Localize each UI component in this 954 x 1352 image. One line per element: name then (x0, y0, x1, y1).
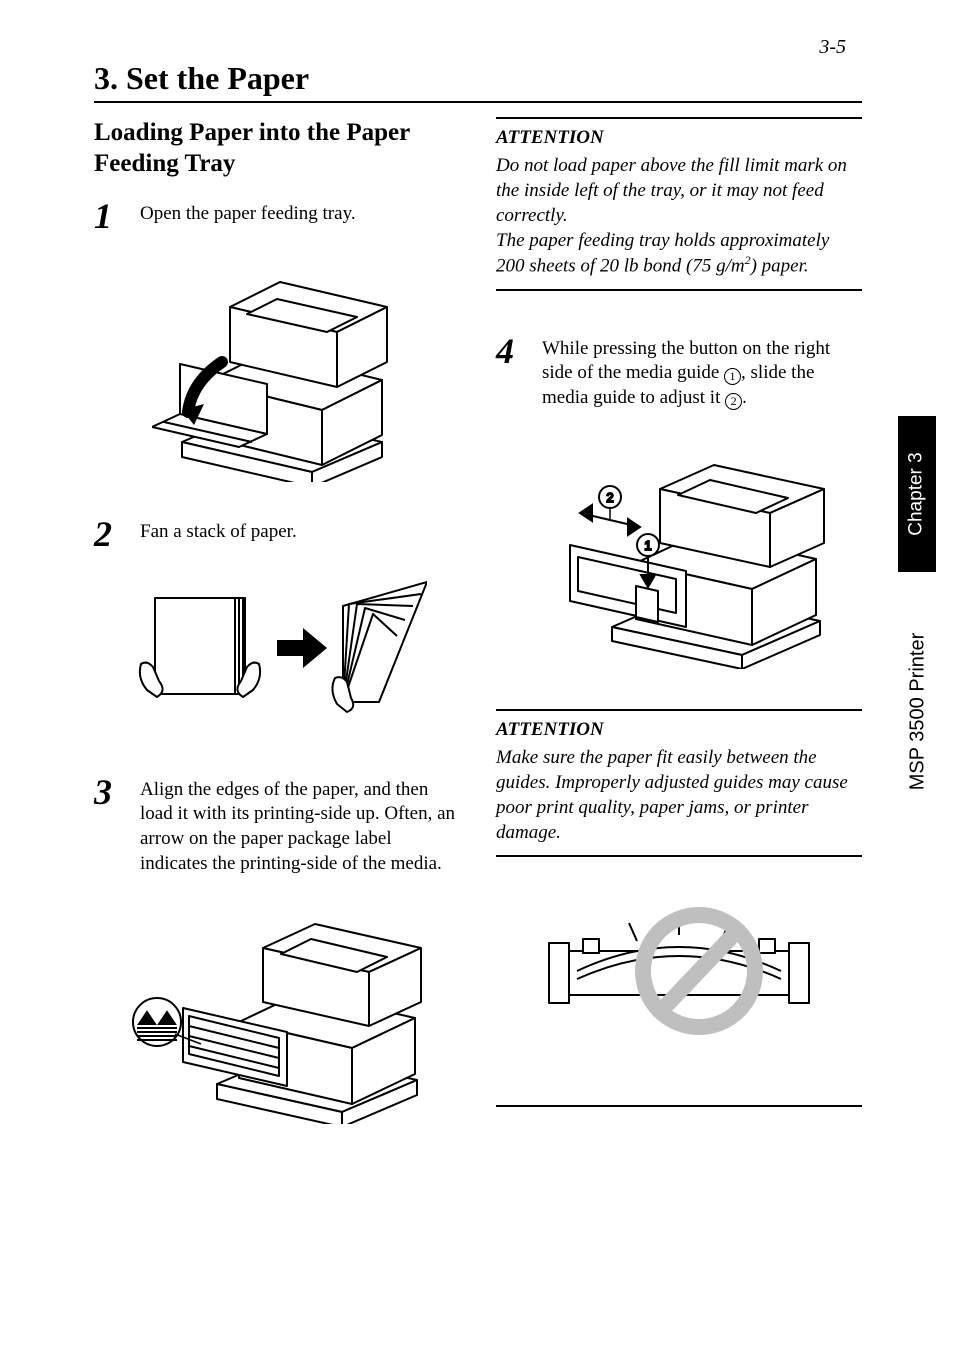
step-1: 1 Open the paper feeding tray. (94, 198, 460, 234)
step-text: Align the edges of the paper, and then l… (140, 774, 460, 877)
step-number: 2 (94, 516, 122, 552)
two-column-layout: Loading Paper into the Paper Feeding Tra… (94, 117, 862, 1150)
illustration-prohibit-overload (529, 893, 829, 1043)
attention-label: ATTENTION (496, 127, 862, 149)
product-side-label: MSP 3500 Printer (896, 586, 940, 836)
step-3: 3 Align the edges of the paper, and then… (94, 774, 460, 877)
section-title: 3. Set the Paper (94, 60, 894, 97)
step4-part-c: . (742, 387, 747, 408)
svg-text:1: 1 (644, 538, 651, 553)
left-column: Loading Paper into the Paper Feeding Tra… (94, 117, 460, 1150)
attention-box-1: ATTENTION Do not load paper above the fi… (496, 117, 862, 291)
svg-text:2: 2 (606, 490, 613, 505)
attention-label: ATTENTION (496, 719, 862, 741)
page: 3-5 3. Set the Paper Loading Paper into … (0, 0, 954, 1352)
subsection-title: Loading Paper into the Paper Feeding Tra… (94, 117, 460, 180)
step-text: Open the paper feeding tray. (140, 198, 356, 227)
page-number: 3-5 (819, 36, 846, 59)
circled-2-icon: 2 (725, 393, 742, 410)
chapter-tab-label: Chapter 3 (906, 452, 928, 535)
step-text: Fan a stack of paper. (140, 516, 297, 545)
section-rule (94, 101, 862, 103)
step-2: 2 Fan a stack of paper. (94, 516, 460, 552)
end-rule (496, 1105, 862, 1107)
illustration-load-paper (117, 894, 437, 1124)
attention-text-line: ) paper. (751, 256, 809, 277)
step-number: 4 (496, 333, 524, 369)
attention-text: Do not load paper above the fill limit m… (496, 153, 862, 279)
step-4: 4 While pressing the button on the right… (496, 333, 862, 411)
illustration-adjust-guide: 2 1 (524, 441, 834, 669)
attention-box-2: ATTENTION Make sure the paper fit easily… (496, 709, 862, 857)
attention-text: Make sure the paper fit easily between t… (496, 745, 862, 845)
step-text: While pressing the button on the right s… (542, 333, 862, 411)
circled-1-icon: 1 (724, 368, 741, 385)
illustration-open-tray (152, 252, 402, 482)
step-number: 3 (94, 774, 122, 810)
step-number: 1 (94, 198, 122, 234)
illustration-fan-paper (127, 570, 427, 740)
attention-text-line: Do not load paper above the fill limit m… (496, 155, 847, 226)
right-column: ATTENTION Do not load paper above the fi… (496, 117, 862, 1150)
product-side-label-text: MSP 3500 Printer (907, 632, 930, 790)
chapter-tab: Chapter 3 (898, 416, 936, 572)
